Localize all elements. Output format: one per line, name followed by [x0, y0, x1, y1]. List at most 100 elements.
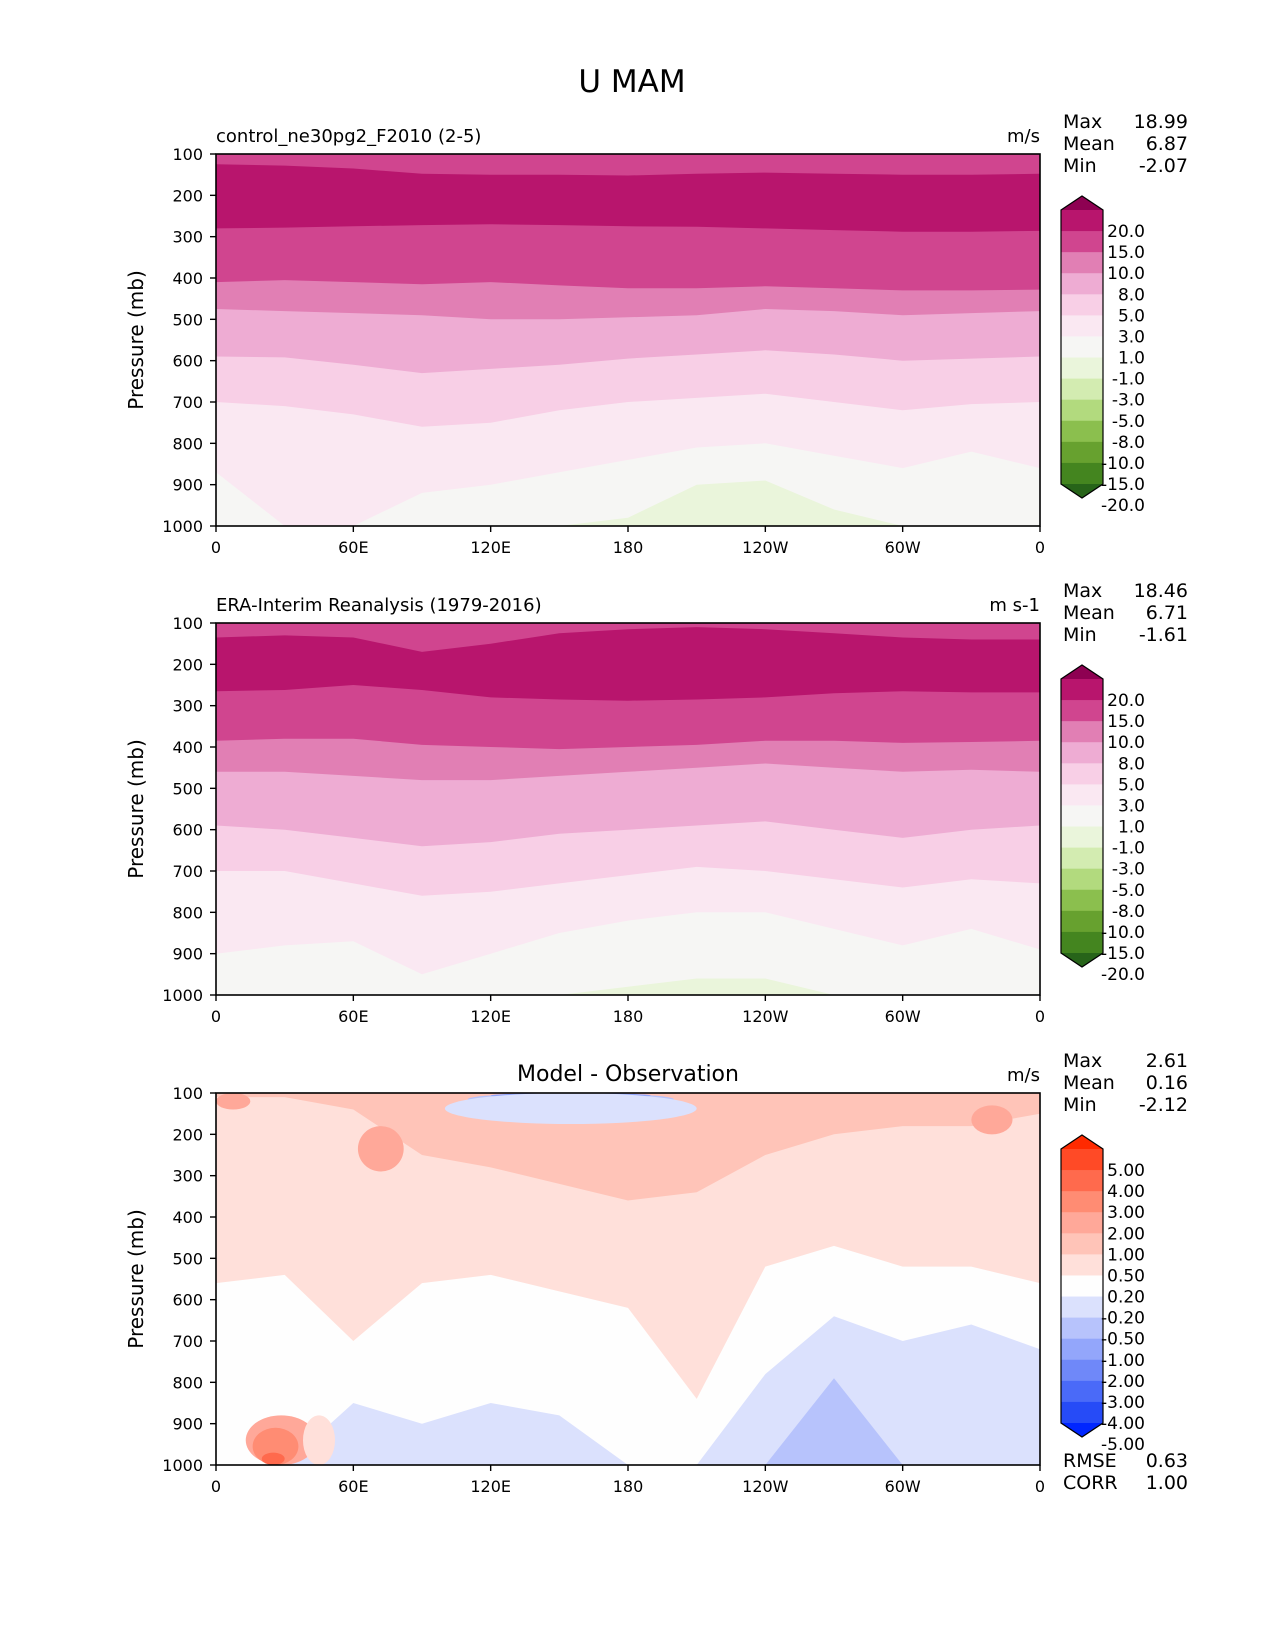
- xtick-label: 180: [613, 1007, 644, 1026]
- colorbar-bin: [1061, 252, 1103, 274]
- colorbar-tick-label: -1.0: [1112, 839, 1145, 859]
- colorbar-outline: [1060, 664, 1104, 968]
- colorbar-bin: [1061, 1317, 1103, 1340]
- colorbar-tick-label: -1.0: [1112, 370, 1145, 390]
- colorbar-bin: [1061, 1170, 1103, 1192]
- colorbar-tick-label: 10.0: [1107, 733, 1145, 753]
- colorbar-bin: [1061, 420, 1103, 443]
- plot-area: [216, 623, 1040, 995]
- y-axis-label: Pressure (mb): [124, 270, 148, 410]
- colorbar-tick-label: 3.00: [1107, 1203, 1145, 1223]
- ytick-label: 400: [172, 269, 203, 288]
- colorbar-bin: [1061, 1149, 1103, 1171]
- ytick-label: 800: [172, 434, 203, 453]
- stat-value: 6.87: [1146, 133, 1188, 155]
- colorbar-tick-label: 1.00: [1107, 1245, 1145, 1265]
- colorbar-tick-label: -5.00: [1101, 1435, 1145, 1455]
- colorbar-bin: [1061, 357, 1103, 380]
- stat-label: Max: [1063, 111, 1102, 133]
- colorbar-tick-label: 0.20: [1107, 1288, 1145, 1308]
- contour-patch: [261, 1452, 285, 1465]
- stat-label: Mean: [1063, 133, 1115, 155]
- colorbar-tick-label: -8.0: [1112, 902, 1145, 922]
- xtick-label: 0: [211, 538, 221, 557]
- colorbar-tick-label: 3.0: [1118, 327, 1145, 347]
- ytick-label: 200: [172, 186, 203, 205]
- panel-title: Model - Observation: [517, 1062, 739, 1087]
- plot-area: [216, 1093, 1040, 1465]
- colorbar-bin: [1061, 763, 1103, 785]
- colorbar-outline: [1060, 195, 1104, 499]
- colorbar-bin: [1061, 1296, 1103, 1319]
- colorbar-bin: [1061, 1275, 1103, 1298]
- xtick-label: 120E: [470, 538, 511, 557]
- stat-label: Max: [1063, 1050, 1102, 1072]
- colorbar: 20.015.010.08.05.03.01.0-1.0-3.0-5.0-8.0…: [1060, 195, 1145, 516]
- stat-value: -2.07: [1139, 155, 1188, 177]
- colorbar-tick-label: -10.0: [1101, 454, 1145, 474]
- ytick-label: 500: [172, 1249, 203, 1268]
- colorbar-tick-label: -3.0: [1112, 860, 1145, 880]
- colorbar-bin: [1061, 399, 1103, 422]
- ytick-label: 600: [172, 1291, 203, 1310]
- stat-value: 18.46: [1134, 580, 1188, 602]
- y-axis-label: Pressure (mb): [124, 739, 148, 879]
- contour-patch: [444, 1093, 697, 1124]
- colorbar-bin: [1061, 1254, 1103, 1276]
- ytick-label: 500: [172, 310, 203, 329]
- colorbar-tick-label: 5.0: [1118, 775, 1145, 795]
- colorbar-extend-min: [1061, 484, 1103, 498]
- xtick-label: 120E: [470, 1477, 511, 1496]
- colorbar-tick-label: 8.0: [1118, 754, 1145, 774]
- colorbar-bin: [1061, 1401, 1103, 1424]
- ytick-label: 700: [172, 1332, 203, 1351]
- stat-value: 1.00: [1146, 1472, 1188, 1494]
- colorbar-tick-label: 8.0: [1118, 285, 1145, 305]
- colorbar-tick-label: -8.0: [1112, 433, 1145, 453]
- colorbar-bin: [1061, 1233, 1103, 1255]
- panel-3: 100 200 300 400 500 600 700 800 900 1000 0 60E 120E 1…: [124, 1050, 1188, 1496]
- plot-area: [216, 154, 1040, 526]
- colorbar-bin: [1061, 826, 1103, 849]
- colorbar-bin: [1061, 784, 1103, 806]
- colorbar-bin: [1061, 294, 1103, 316]
- contour-patch: [302, 1415, 336, 1465]
- ytick-label: 900: [172, 476, 203, 495]
- colorbar-extend-min: [1061, 1423, 1103, 1437]
- colorbar-bin: [1061, 1338, 1103, 1361]
- colorbar-tick-label: 5.00: [1107, 1161, 1145, 1181]
- colorbar-extend-max: [1061, 665, 1103, 679]
- xtick-label: 60W: [885, 538, 921, 557]
- stat-value: 2.61: [1146, 1050, 1188, 1072]
- panel-title: control_ne30pg2_F2010 (2-5): [216, 126, 481, 147]
- ytick-label: 1000: [162, 517, 203, 536]
- colorbar-tick-label: -0.50: [1101, 1330, 1145, 1350]
- xtick-label: 120W: [742, 538, 789, 557]
- xtick-label: 0: [1035, 1477, 1045, 1496]
- panel-title: ERA-Interim Reanalysis (1979-2016): [216, 595, 542, 616]
- colorbar-tick-label: 15.0: [1107, 243, 1145, 263]
- contour-band: [216, 480, 1040, 526]
- colorbar: 5.004.003.002.001.000.500.20-0.20-0.50-1…: [1060, 1134, 1145, 1455]
- colorbar-bin: [1061, 462, 1103, 485]
- ytick-label: 1000: [162, 986, 203, 1005]
- colorbar-tick-label: -15.0: [1101, 475, 1145, 495]
- colorbar-tick-label: 4.00: [1107, 1182, 1145, 1202]
- ytick-label: 400: [172, 738, 203, 757]
- ytick-label: 300: [172, 697, 203, 716]
- ytick-label: 900: [172, 945, 203, 964]
- colorbar-tick-label: -0.20: [1101, 1309, 1145, 1329]
- colorbar-tick-label: -3.00: [1101, 1393, 1145, 1413]
- colorbar-extend-max: [1061, 196, 1103, 210]
- xtick-label: 0: [1035, 538, 1045, 557]
- contour-patch: [971, 1105, 1013, 1135]
- colorbar-bin: [1061, 805, 1103, 828]
- colorbar-bin: [1061, 700, 1103, 722]
- contour-band: [216, 912, 1040, 995]
- ytick-label: 100: [172, 614, 203, 633]
- ytick-label: 400: [172, 1208, 203, 1227]
- colorbar-tick-label: 5.0: [1118, 306, 1145, 326]
- stat-value: -1.61: [1139, 624, 1188, 646]
- colorbar-bin: [1061, 1380, 1103, 1403]
- colorbar-bin: [1061, 315, 1103, 337]
